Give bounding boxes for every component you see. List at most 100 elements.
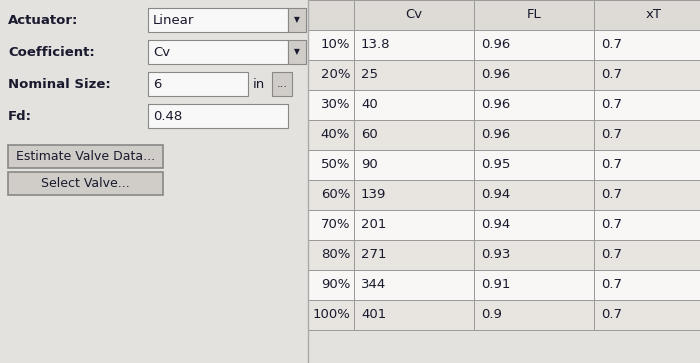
Text: 30%: 30% xyxy=(321,98,350,111)
Bar xyxy=(474,240,594,270)
Text: 0.9: 0.9 xyxy=(481,309,502,322)
Text: FL: FL xyxy=(526,8,541,21)
Text: 0.96: 0.96 xyxy=(481,38,510,52)
Bar xyxy=(354,120,474,150)
Bar xyxy=(594,270,700,300)
Text: Coefficient:: Coefficient: xyxy=(8,45,95,58)
Bar xyxy=(594,180,700,210)
Text: Linear: Linear xyxy=(153,13,195,26)
Text: 20%: 20% xyxy=(321,69,350,82)
Bar xyxy=(594,0,700,30)
Text: 0.94: 0.94 xyxy=(481,188,510,201)
Bar xyxy=(474,180,594,210)
Text: Cv: Cv xyxy=(153,45,170,58)
Text: 0.7: 0.7 xyxy=(601,129,622,142)
Bar xyxy=(474,0,594,30)
Text: 0.7: 0.7 xyxy=(601,309,622,322)
Bar xyxy=(148,72,248,96)
Bar xyxy=(474,270,594,300)
Text: 40%: 40% xyxy=(321,129,350,142)
Text: 6: 6 xyxy=(153,77,162,90)
Bar xyxy=(308,120,354,150)
Bar xyxy=(148,40,288,64)
Bar xyxy=(308,150,354,180)
Bar xyxy=(354,90,474,120)
Bar xyxy=(474,150,594,180)
Text: Fd:: Fd: xyxy=(8,110,32,122)
Bar xyxy=(594,300,700,330)
Bar xyxy=(594,60,700,90)
Bar xyxy=(594,210,700,240)
Bar xyxy=(354,270,474,300)
Bar xyxy=(308,30,354,60)
Bar xyxy=(354,0,474,30)
Text: 80%: 80% xyxy=(321,249,350,261)
Text: 0.7: 0.7 xyxy=(601,69,622,82)
Bar xyxy=(354,150,474,180)
Bar xyxy=(354,60,474,90)
Text: 0.7: 0.7 xyxy=(601,159,622,171)
Text: xT: xT xyxy=(646,8,662,21)
Bar xyxy=(308,240,354,270)
Text: ...: ... xyxy=(276,79,288,89)
Text: in: in xyxy=(253,77,265,90)
Text: 50%: 50% xyxy=(321,159,350,171)
Bar xyxy=(148,104,288,128)
Bar xyxy=(474,300,594,330)
Bar xyxy=(148,8,288,32)
Text: 0.48: 0.48 xyxy=(153,110,182,122)
Bar xyxy=(288,40,306,64)
Bar xyxy=(354,210,474,240)
Text: 100%: 100% xyxy=(312,309,350,322)
Bar xyxy=(308,60,354,90)
Text: 0.96: 0.96 xyxy=(481,69,510,82)
Text: ▼: ▼ xyxy=(294,16,300,24)
Bar xyxy=(354,240,474,270)
Text: 13.8: 13.8 xyxy=(361,38,391,52)
Bar xyxy=(594,240,700,270)
Text: 90: 90 xyxy=(361,159,378,171)
Text: ▼: ▼ xyxy=(294,48,300,57)
Bar xyxy=(308,210,354,240)
Text: 25: 25 xyxy=(361,69,378,82)
Text: 0.7: 0.7 xyxy=(601,219,622,232)
Bar xyxy=(308,90,354,120)
Bar xyxy=(594,120,700,150)
Text: 271: 271 xyxy=(361,249,386,261)
Bar xyxy=(474,210,594,240)
Text: 0.95: 0.95 xyxy=(481,159,510,171)
Text: Select Valve...: Select Valve... xyxy=(41,177,130,190)
Bar xyxy=(594,150,700,180)
Text: 0.93: 0.93 xyxy=(481,249,510,261)
Text: Actuator:: Actuator: xyxy=(8,13,78,26)
Bar xyxy=(354,180,474,210)
Bar xyxy=(8,172,163,195)
Text: 0.7: 0.7 xyxy=(601,38,622,52)
Bar xyxy=(594,30,700,60)
Text: 60%: 60% xyxy=(321,188,350,201)
Text: 0.96: 0.96 xyxy=(481,98,510,111)
Bar xyxy=(474,30,594,60)
Text: 0.94: 0.94 xyxy=(481,219,510,232)
Text: 139: 139 xyxy=(361,188,386,201)
Bar xyxy=(308,270,354,300)
Bar xyxy=(288,8,306,32)
Text: 60: 60 xyxy=(361,129,378,142)
Text: Nominal Size:: Nominal Size: xyxy=(8,77,111,90)
Text: 0.7: 0.7 xyxy=(601,278,622,291)
Text: 0.96: 0.96 xyxy=(481,129,510,142)
Text: 90%: 90% xyxy=(321,278,350,291)
Bar xyxy=(474,120,594,150)
Bar xyxy=(308,0,354,30)
Text: Estimate Valve Data...: Estimate Valve Data... xyxy=(16,150,155,163)
Bar xyxy=(354,300,474,330)
Text: 201: 201 xyxy=(361,219,386,232)
Text: 0.7: 0.7 xyxy=(601,188,622,201)
Bar xyxy=(272,72,292,96)
Bar xyxy=(354,30,474,60)
Bar xyxy=(308,300,354,330)
Bar xyxy=(308,180,354,210)
Bar xyxy=(474,90,594,120)
Bar xyxy=(474,60,594,90)
Bar xyxy=(8,145,163,168)
